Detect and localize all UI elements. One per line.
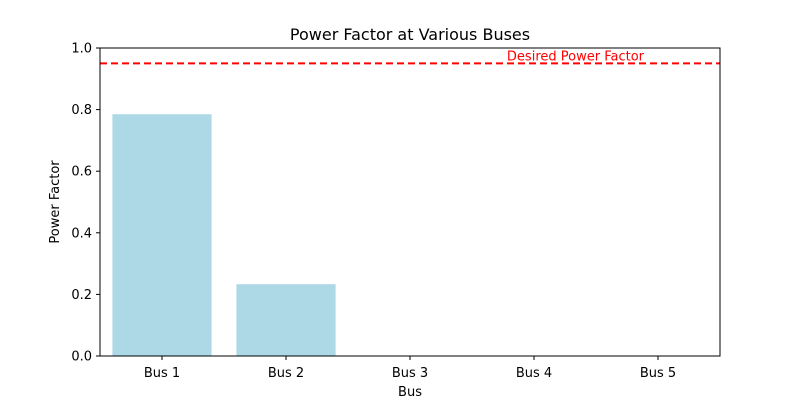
bar-1	[112, 114, 212, 356]
y-tick-label: 0.8	[71, 103, 92, 118]
x-tick-label: Bus 3	[392, 366, 428, 381]
bar-2	[236, 284, 336, 356]
y-tick-label: 0.0	[71, 350, 92, 365]
chart-title: Power Factor at Various Buses	[290, 25, 530, 44]
x-tick-label: Bus 2	[268, 366, 304, 381]
x-tick-label: Bus 1	[144, 366, 180, 381]
reference-line-label: Desired Power Factor	[507, 49, 645, 64]
y-tick-label: 1.0	[71, 42, 92, 57]
x-tick-label: Bus 4	[516, 366, 552, 381]
y-tick-label: 0.4	[71, 226, 92, 241]
x-axis-label: Bus	[398, 385, 422, 400]
y-axis-label: Power Factor	[48, 160, 63, 244]
plot-area: Desired Power Factor 0.0 0.2 0.4 0.6 0.8 1.0 Bu…	[71, 42, 721, 381]
x-tick-label: Bus 5	[640, 366, 676, 381]
y-tick-label: 0.2	[71, 288, 92, 303]
y-tick-label: 0.6	[71, 165, 92, 180]
